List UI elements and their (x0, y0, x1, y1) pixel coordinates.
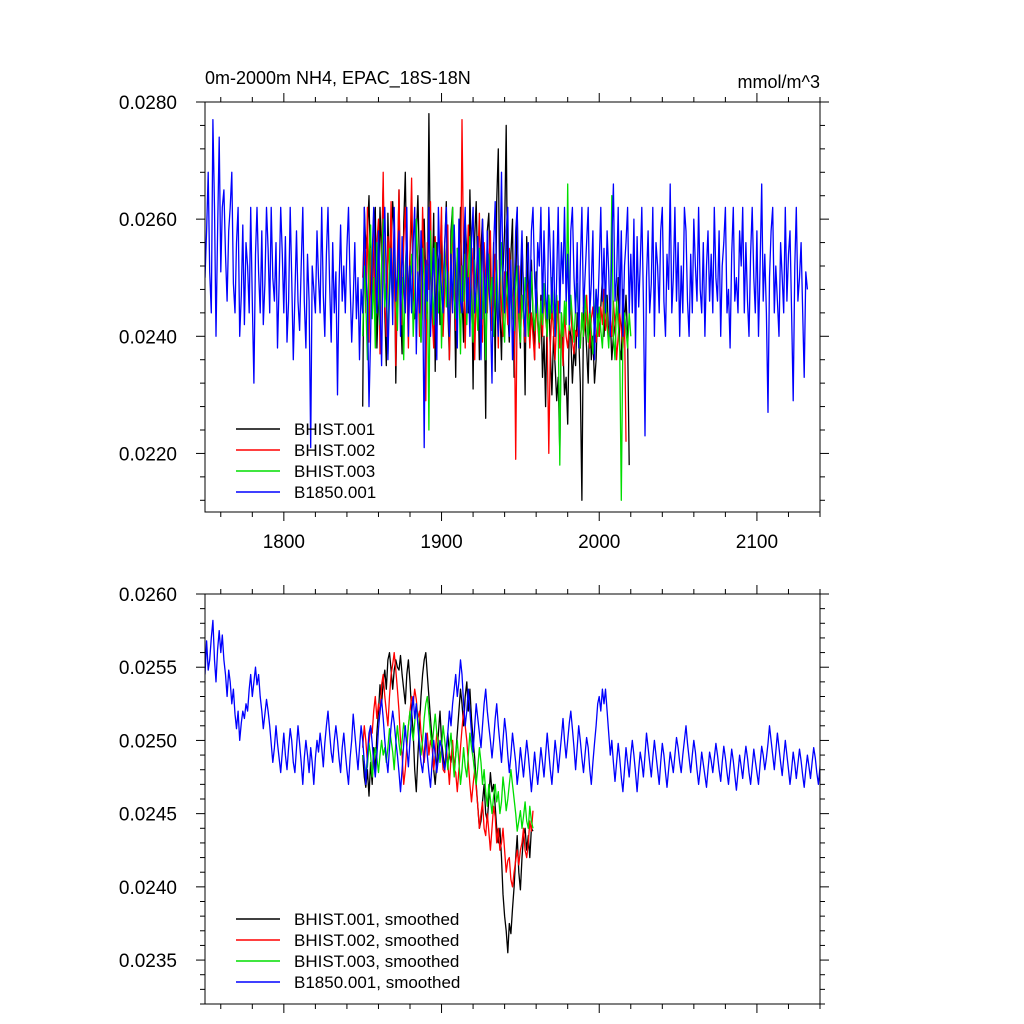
y-tick-label: 0.0245 (119, 805, 177, 826)
units-label: mmol/m^3 (738, 72, 820, 92)
legend-label: BHIST.001, smoothed (294, 910, 459, 929)
y-tick-label: 0.0280 (119, 93, 177, 114)
legend-label: BHIST.003, smoothed (294, 952, 459, 971)
y-tick-label: 0.0260 (119, 210, 177, 231)
x-tick-label: 1900 (420, 532, 462, 553)
legend-label: BHIST.003 (294, 462, 375, 481)
x-tick-label: 1800 (263, 532, 305, 553)
legend-label: BHIST.001 (294, 420, 375, 439)
x-tick-label: 2000 (578, 532, 620, 553)
y-tick-label: 0.0250 (119, 731, 177, 752)
series-line-4 (205, 619, 820, 793)
plot-frame (204, 101, 821, 513)
legend-label: B1850.001, smoothed (294, 973, 460, 992)
x-tick-label: 2100 (736, 532, 778, 553)
series-group (205, 619, 820, 954)
top-panel: 1800 1900 2000 2100 0.0220 0.0240 0.0260 0.0280… (119, 68, 829, 553)
legend-label: B1850.001 (294, 483, 376, 502)
y-tick-label: 0.0240 (119, 327, 177, 348)
y-tick-label: 0.0255 (119, 658, 177, 679)
series-group (205, 113, 809, 501)
y-tick-label: 0.0220 (119, 444, 177, 465)
bottom-panel: 0.0235 0.0240 0.0245 0.0250 0.0255 0.0260 BHIS… (119, 585, 829, 1013)
legend-label: BHIST.002, smoothed (294, 931, 459, 950)
chart-title: 0m-2000m NH4, EPAC_18S-18N (205, 68, 471, 89)
legend-label: BHIST.002 (294, 441, 375, 460)
y-tick-label: 0.0260 (119, 585, 177, 606)
series-line-4 (205, 118, 809, 449)
series-line-3 (362, 695, 534, 832)
y-tick-label: 0.0235 (119, 951, 177, 972)
y-tick-label: 0.0240 (119, 878, 177, 899)
